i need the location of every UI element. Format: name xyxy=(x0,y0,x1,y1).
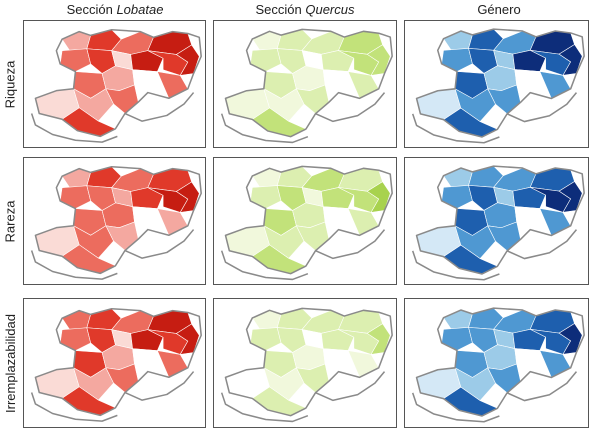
state-outline xyxy=(315,229,386,260)
municipality-region xyxy=(132,348,164,372)
state-outline xyxy=(34,165,202,275)
state-outline xyxy=(30,250,118,280)
municipality-region xyxy=(322,348,355,372)
state-outline xyxy=(30,113,118,143)
municipality-region xyxy=(130,187,164,209)
choropleth-map xyxy=(30,165,202,280)
choropleth-map xyxy=(220,28,393,144)
municipality-region xyxy=(130,329,164,351)
column-header-lobatae: Sección Lobatae xyxy=(20,2,210,20)
state-outline xyxy=(124,229,195,259)
choropleth-map xyxy=(30,307,202,422)
municipality-region xyxy=(59,185,92,209)
state-outline xyxy=(415,165,585,275)
municipality-region xyxy=(322,206,355,230)
municipality-region xyxy=(441,48,473,72)
state-outline xyxy=(506,229,578,260)
map-panel-riqueza-lobatae xyxy=(23,20,206,148)
state-outline xyxy=(224,307,393,417)
row-label-riqueza: Riqueza xyxy=(0,20,20,148)
municipality-region xyxy=(512,49,546,72)
choropleth-map xyxy=(220,165,393,281)
map-panel-riqueza-genero xyxy=(404,20,589,148)
state-outline xyxy=(315,92,386,123)
municipality-region xyxy=(322,69,355,93)
column-header-quercus: Sección Quercus xyxy=(210,2,400,20)
municipality-region xyxy=(59,48,92,72)
municipality-region xyxy=(514,348,546,372)
map-panel-rareza-genero xyxy=(404,157,589,285)
row-label-text: Rareza xyxy=(2,200,18,242)
state-outline xyxy=(415,307,585,417)
municipality-region xyxy=(132,206,164,230)
municipality-region xyxy=(441,185,473,209)
municipality-region xyxy=(132,69,164,93)
municipality-region xyxy=(441,327,473,351)
state-outline xyxy=(220,113,309,144)
row-label-rareza: Rareza xyxy=(0,157,20,285)
map-panel-rareza-lobatae xyxy=(23,157,206,285)
state-outline xyxy=(34,28,202,138)
municipality-region xyxy=(250,48,282,72)
state-outline xyxy=(411,113,500,144)
municipality-region xyxy=(514,69,546,93)
map-panel-irremplazabilidad-lobatae xyxy=(23,298,206,428)
state-outline xyxy=(224,165,393,275)
column-header-taxon: Quercus xyxy=(305,2,355,17)
municipality-region xyxy=(130,50,164,72)
row-label-text: Riqueza xyxy=(2,60,18,108)
choropleth-map xyxy=(411,28,585,144)
choropleth-map xyxy=(220,307,393,423)
state-outline xyxy=(315,371,386,402)
row-label-text: Irremplazabilidad xyxy=(2,313,18,413)
state-outline xyxy=(506,92,578,123)
map-panel-riqueza-quercus xyxy=(213,20,397,148)
choropleth-map xyxy=(411,165,585,281)
column-header-taxon: Lobatae xyxy=(116,2,164,17)
state-outline xyxy=(411,250,500,281)
municipality-region xyxy=(250,185,282,209)
municipality-region xyxy=(512,186,546,209)
municipality-region xyxy=(320,329,355,351)
row-label-irremplazabilidad: Irremplazabilidad xyxy=(0,298,20,428)
municipality-region xyxy=(320,187,355,209)
state-outline xyxy=(30,392,118,422)
municipality-region xyxy=(320,50,355,72)
map-panel-irremplazabilidad-genero xyxy=(404,298,589,428)
municipality-region xyxy=(514,206,546,230)
map-panel-irremplazabilidad-quercus xyxy=(213,298,397,428)
state-outline xyxy=(411,392,500,423)
state-outline xyxy=(506,371,578,402)
column-header-prefix: Sección xyxy=(255,2,302,17)
municipality-region xyxy=(512,328,546,351)
choropleth-map xyxy=(30,28,202,143)
state-outline xyxy=(415,28,585,138)
column-header-prefix: Género xyxy=(477,2,521,17)
state-outline xyxy=(220,250,309,281)
state-outline xyxy=(34,307,202,417)
state-outline xyxy=(220,392,309,423)
column-header-genero: Género xyxy=(404,2,594,20)
municipality-region xyxy=(59,327,92,351)
state-outline xyxy=(124,92,195,122)
column-header-prefix: Sección xyxy=(66,2,113,17)
choropleth-map xyxy=(411,307,585,423)
state-outline xyxy=(224,28,393,138)
map-panel-rareza-quercus xyxy=(213,157,397,285)
municipality-region xyxy=(250,327,282,351)
state-outline xyxy=(124,371,195,401)
